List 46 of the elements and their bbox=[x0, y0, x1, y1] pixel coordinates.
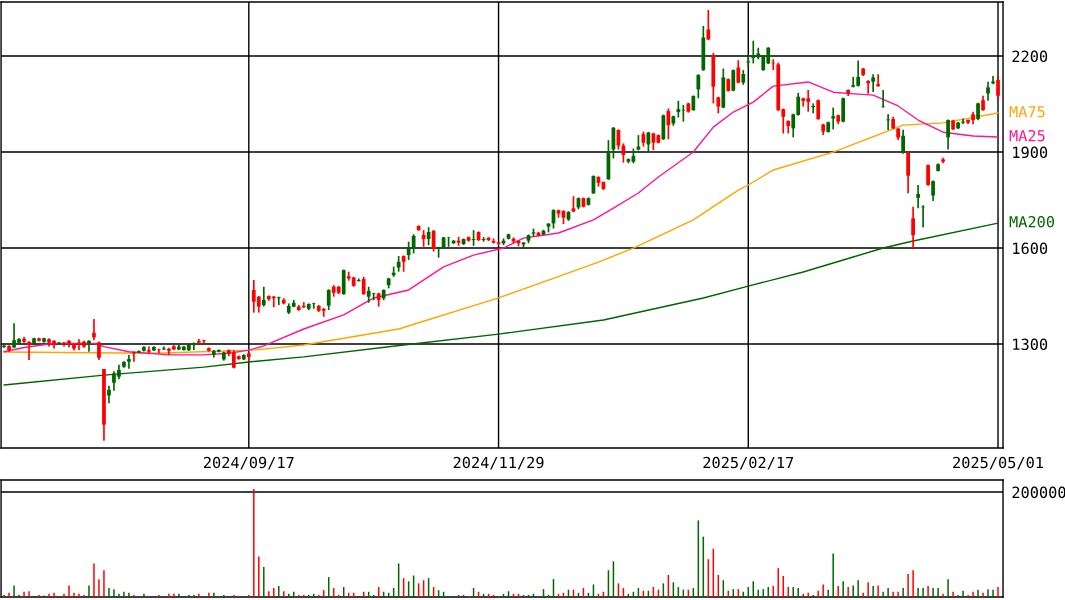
candlestick bbox=[961, 117, 965, 125]
candlestick bbox=[901, 128, 905, 155]
candlestick bbox=[276, 295, 281, 306]
candlestick bbox=[356, 277, 361, 283]
series-label: MA75 bbox=[1009, 106, 1045, 118]
candlestick bbox=[87, 339, 91, 353]
candlestick bbox=[696, 73, 701, 100]
series-label: MA200 bbox=[1009, 216, 1055, 228]
x-tick-label: 2024/11/29 bbox=[453, 456, 544, 470]
candlestick bbox=[831, 106, 836, 131]
candlestick bbox=[866, 79, 871, 95]
candlestick bbox=[406, 240, 411, 261]
candlestick bbox=[311, 301, 316, 310]
candlestick bbox=[886, 113, 891, 131]
candlestick bbox=[92, 318, 96, 342]
candlestick bbox=[321, 307, 326, 318]
series-label: MA25 bbox=[1009, 129, 1045, 142]
candlestick bbox=[946, 118, 950, 151]
x-tick-label: 2025/02/17 bbox=[703, 456, 794, 470]
candlestick bbox=[666, 107, 671, 141]
candlestick bbox=[876, 73, 881, 88]
line-series bbox=[3, 222, 999, 386]
candlestick bbox=[746, 54, 751, 68]
x-tick-label: 2024/09/17 bbox=[203, 456, 294, 470]
candlestick bbox=[871, 73, 876, 93]
candlestick bbox=[911, 205, 915, 250]
candlestick bbox=[906, 151, 910, 195]
candlestick bbox=[371, 291, 376, 302]
candlestick bbox=[706, 9, 711, 41]
candlestick bbox=[127, 354, 131, 370]
candlestick bbox=[986, 80, 990, 102]
x-tick-label: 2025/05/01 bbox=[953, 456, 1043, 470]
candlestick bbox=[411, 233, 416, 255]
candlestick bbox=[996, 76, 1000, 102]
y-tick-label: 1300 bbox=[1013, 338, 1048, 351]
y-tick-label: 1900 bbox=[1013, 146, 1048, 159]
candlestick bbox=[261, 285, 266, 308]
y-tick-label: 1600 bbox=[1013, 242, 1048, 255]
candlestick bbox=[341, 268, 346, 296]
y-tick-label: 200000 bbox=[1012, 486, 1065, 499]
y-tick-label: 2200 bbox=[1012, 50, 1048, 63]
candlestick bbox=[27, 340, 31, 361]
candlestick bbox=[916, 184, 920, 210]
candlestick bbox=[97, 340, 101, 361]
candlestick bbox=[661, 113, 666, 141]
candlestick bbox=[326, 288, 331, 311]
